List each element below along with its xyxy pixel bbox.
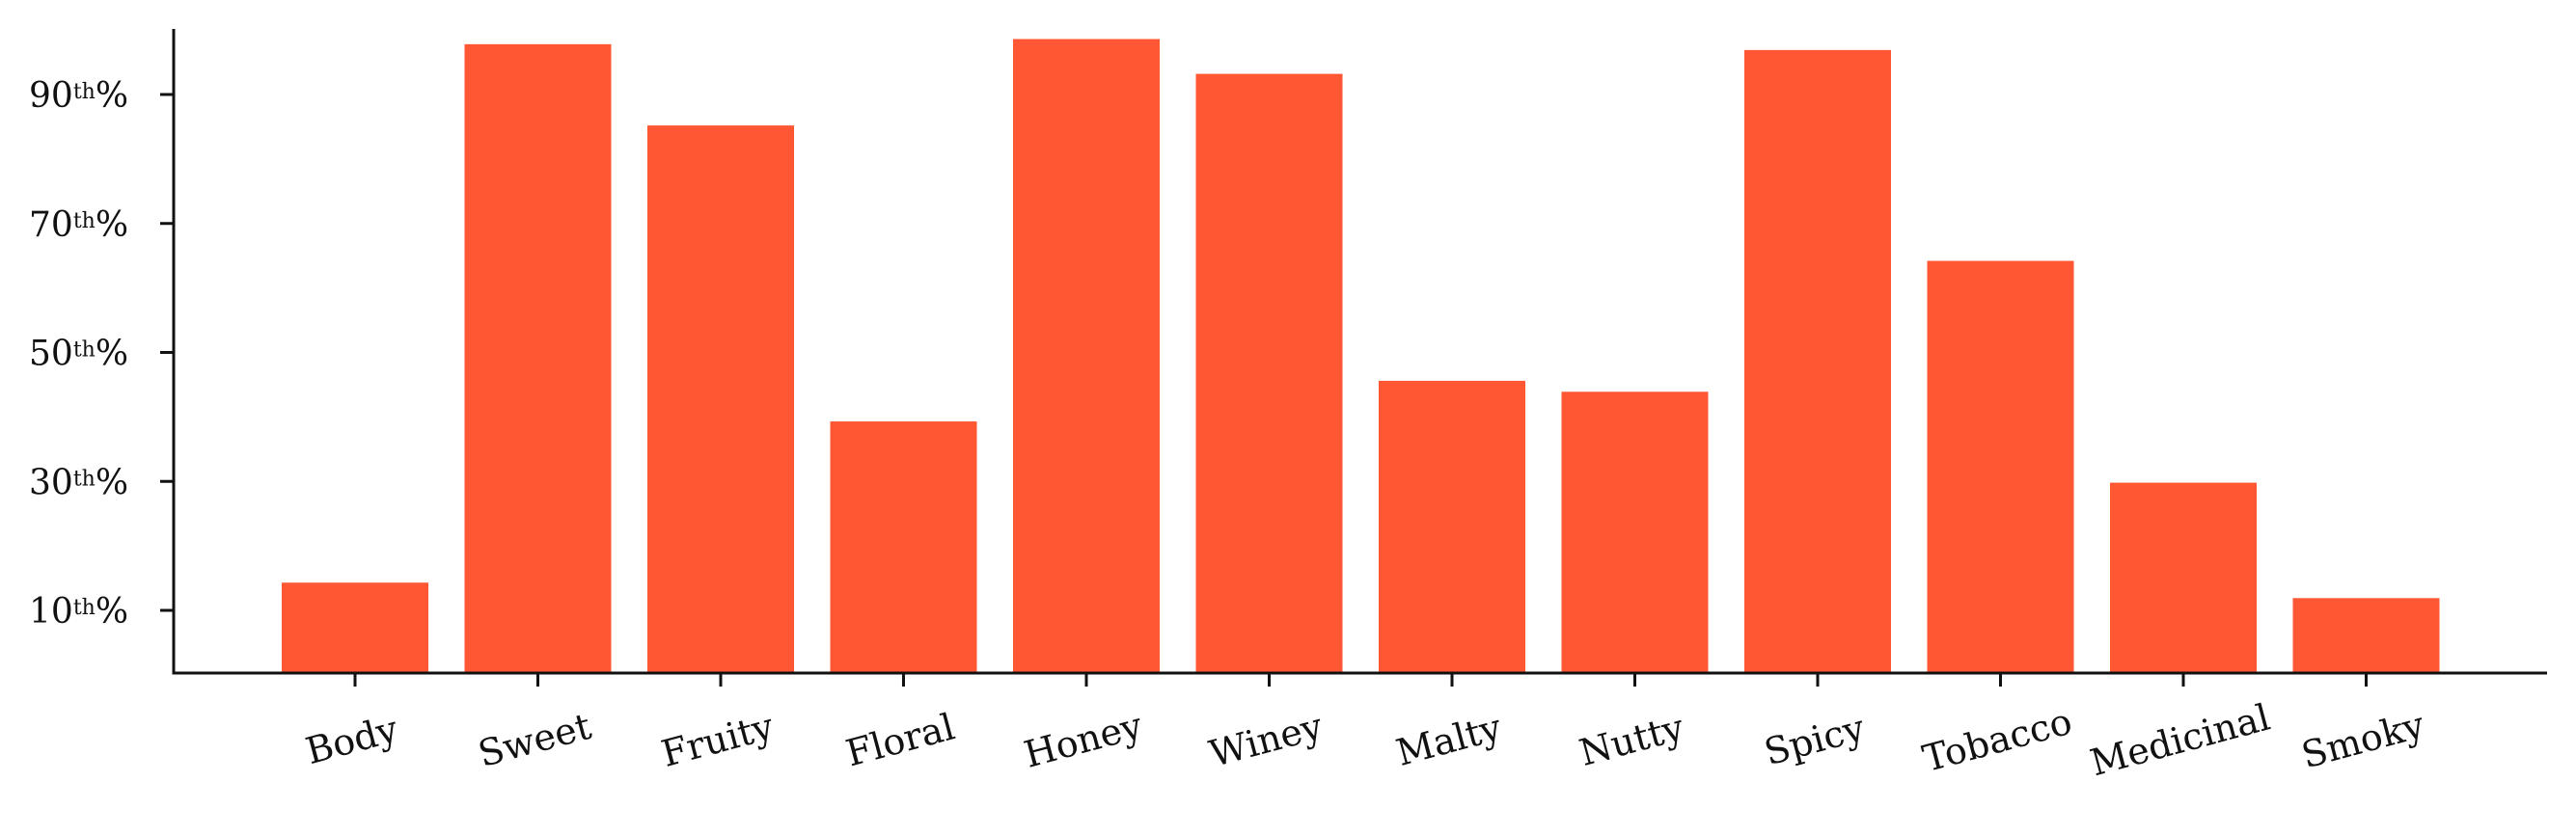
- y-axis-ticks: 10th% 30th% 50th% 70th% 90th%: [29, 76, 174, 632]
- bars-group: [282, 39, 2440, 674]
- bar-winey: [1195, 73, 1343, 674]
- y-tick-label: 10th%: [29, 592, 128, 632]
- bar-nutty: [1561, 391, 1709, 673]
- y-tick-label: 70th%: [29, 205, 128, 245]
- x-tick-label: Smoky: [2297, 703, 2429, 776]
- bar-body: [282, 582, 428, 673]
- x-tick-label: Body: [301, 708, 402, 773]
- x-tick-label: Malty: [1392, 706, 1507, 774]
- bar-smoky: [2292, 598, 2440, 673]
- y-tick-label: 30th%: [29, 463, 128, 502]
- bar-floral: [830, 421, 977, 673]
- x-axis-ticks: Body Sweet Fruity Floral Honey Winey Malty Nutt…: [301, 673, 2429, 784]
- bar-sweet: [464, 43, 612, 673]
- x-tick-label: Fruity: [657, 705, 779, 775]
- x-tick-label: Nutty: [1575, 706, 1688, 774]
- bar-fruity: [647, 125, 794, 674]
- x-tick-label: Sweet: [474, 705, 595, 775]
- y-tick-label: 50th%: [29, 335, 128, 374]
- x-tick-label: Medicinal: [2086, 696, 2274, 785]
- bar-spicy: [1744, 49, 1891, 673]
- x-tick-label: Tobacco: [1918, 700, 2076, 780]
- bar-tobacco: [1927, 260, 2074, 673]
- bar-honey: [1013, 39, 1160, 674]
- x-tick-label: Winey: [1205, 705, 1328, 775]
- bar-malty: [1379, 380, 1525, 673]
- x-tick-label: Honey: [1020, 704, 1147, 776]
- bar-medicinal: [2110, 482, 2257, 673]
- y-tick-label: 90th%: [29, 76, 128, 116]
- x-tick-label: Floral: [841, 705, 959, 774]
- x-tick-label: Spicy: [1760, 706, 1870, 773]
